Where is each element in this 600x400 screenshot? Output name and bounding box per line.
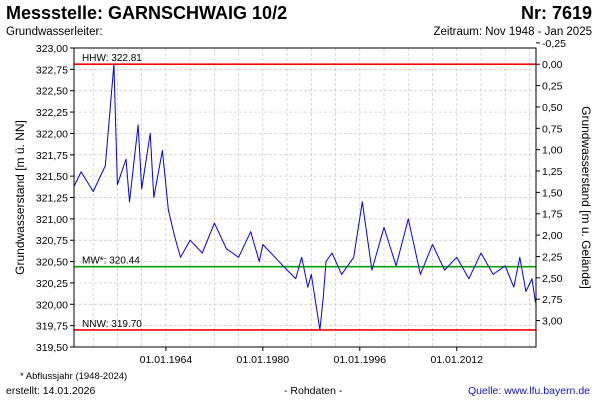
x-tick-label: 01.01.1980 (237, 354, 290, 366)
y-tick-label: 321,25 (36, 193, 68, 205)
y2-tick-label: 0,75 (542, 123, 563, 135)
x-tick-label: 01.01.2012 (430, 354, 483, 366)
y-tick-label: 319,75 (36, 321, 68, 333)
y2-tick-label: 2,50 (542, 273, 563, 285)
reference-label: NNW: 319.70 (82, 319, 142, 330)
y2-tick-label: 1,75 (542, 209, 563, 221)
y-tick-label: 321,75 (36, 150, 68, 162)
y-tick-label: 320,75 (36, 235, 68, 247)
rawdata-label: - Rohdaten - (284, 385, 343, 397)
x-tick-label: 01.01.1996 (334, 354, 387, 366)
y-tick-label: 321,00 (36, 214, 68, 226)
y2-tick-label: 1,00 (542, 145, 563, 157)
y-tick-label: 320,25 (36, 278, 68, 290)
tick-layer: 323,00 322,75 322,50 322,25 322,00 321,75 321,… (36, 38, 566, 366)
y-tick-label: 319,50 (36, 342, 68, 354)
y2-tick-label: 1,50 (542, 187, 563, 199)
grid-layer (74, 47, 536, 348)
reference-label: HHW: 322.81 (82, 53, 142, 64)
y2-tick-label: 0,50 (542, 102, 563, 114)
created-date: erstellt: 14.01.2026 (6, 385, 96, 397)
y-axis-label-right: Grundwasserstand [m u. Gelände] (579, 106, 593, 289)
period-label: Zeitraum: Nov 1948 - Jan 2025 (433, 26, 592, 38)
reference-lines: HHW: 322.81 MW*: 320.44 NNW: 319.70 (74, 53, 536, 331)
y-tick-label: 323,00 (36, 43, 68, 55)
y-tick-label: 322,25 (36, 107, 68, 119)
y-tick-label: 320,00 (36, 299, 68, 311)
x-tick-label: 01.01.1964 (140, 354, 193, 366)
y-tick-label: 320,50 (36, 257, 68, 269)
y2-tick-label: 2,75 (542, 294, 563, 306)
y2-tick-label: 2,00 (542, 230, 563, 242)
source-link[interactable]: Quelle: www.lfu.bayern.de (468, 385, 590, 397)
y-tick-label: 321,50 (36, 171, 68, 183)
series-line (73, 63, 536, 331)
y-tick-label: 322,75 (36, 64, 68, 76)
y-tick-label: 322,50 (36, 86, 68, 98)
station-title: Messstelle: GARNSCHWAIG 10/2 (6, 3, 288, 23)
y-tick-label: 322,00 (36, 128, 68, 140)
y2-tick-label: 3,00 (542, 316, 563, 328)
y2-tick-label: 0,00 (542, 59, 563, 71)
footnote: * Abflussjahr (1948-2024) (20, 371, 128, 382)
y2-tick-label: 1,25 (542, 166, 563, 178)
y2-tick-label: 2,25 (542, 251, 563, 263)
y2-tick-label: 0,25 (542, 81, 563, 93)
y2-tick-label: -0,25 (542, 38, 566, 50)
station-number: Nr: 7619 (520, 3, 592, 23)
aquifer-label: Grundwasserleiter: (6, 26, 103, 38)
reference-label: MW*: 320.44 (82, 256, 140, 267)
y-axis-label-left: Grundwasserstand [m ü. NN] (13, 120, 27, 275)
